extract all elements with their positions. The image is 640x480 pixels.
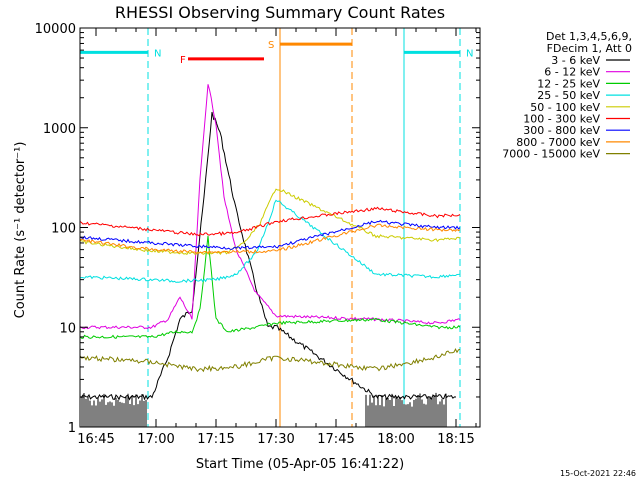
legend-header: FDecim 1, Att 0 <box>547 42 632 55</box>
x-tick-label: 17:30 <box>257 432 294 447</box>
annotation-layer: N N F S <box>80 40 473 66</box>
x-tick-label: 17:45 <box>317 432 354 447</box>
series-line <box>79 347 461 373</box>
legend-label: 3 - 6 keV <box>551 54 600 67</box>
y-axis: 1 10 100 1000 10000 <box>35 22 480 436</box>
y-tick-label: 1000 <box>43 122 76 137</box>
series-path <box>79 235 461 340</box>
series-line <box>79 235 461 340</box>
legend-label: 12 - 25 keV <box>537 77 600 90</box>
legend-label: 25 - 50 keV <box>537 89 600 102</box>
series-line <box>79 219 461 250</box>
series-layer <box>79 84 461 427</box>
series-line <box>79 188 461 256</box>
x-tick-label: 17:00 <box>137 432 174 447</box>
series-path <box>79 347 461 373</box>
legend-label: 6 - 12 keV <box>544 66 600 79</box>
y-tick-label: 10 <box>59 321 76 336</box>
timestamp: 15-Oct-2021 22:46 <box>560 469 636 478</box>
x-tick-label: 16:45 <box>77 432 114 447</box>
y-tick-label: 10000 <box>35 22 76 37</box>
annotation-label: N <box>466 48 473 59</box>
annotation-label: F <box>180 55 186 66</box>
low-count-noise <box>81 392 447 427</box>
x-axis-label: Start Time (05-Apr-05 16:41:22) <box>196 457 404 472</box>
legend-label: 800 - 7000 keV <box>516 136 600 149</box>
series-line <box>79 206 461 237</box>
chart-title: RHESSI Observing Summary Count Rates <box>115 3 445 22</box>
x-tick-label: 17:15 <box>197 432 234 447</box>
y-axis-label: Count Rate (s⁻¹ detector⁻¹) <box>13 142 28 319</box>
legend: Det 1,3,4,5,6,9,FDecim 1, Att 03 - 6 keV… <box>502 30 632 161</box>
y-tick-label: 1 <box>68 421 76 436</box>
series-path <box>79 199 461 284</box>
legend-label: 7000 - 15000 keV <box>502 148 600 161</box>
legend-header: Det 1,3,4,5,6,9, <box>546 30 632 43</box>
series-path <box>79 219 461 250</box>
x-tick-label: 18:15 <box>437 432 474 447</box>
legend-label: 50 - 100 keV <box>530 101 600 114</box>
y-tick-label: 100 <box>51 222 76 237</box>
x-axis: 16:45 17:00 17:15 17:30 17:45 18:00 18:15 <box>77 28 477 447</box>
x-tick-label: 18:00 <box>377 432 414 447</box>
annotation-label: N <box>154 48 161 59</box>
series-path <box>79 223 461 254</box>
legend-label: 100 - 300 keV <box>523 113 600 126</box>
series-path <box>79 188 461 256</box>
annotation-label: S <box>268 40 274 51</box>
legend-label: 300 - 800 keV <box>523 124 600 137</box>
series-line <box>79 199 461 284</box>
series-line <box>79 223 461 254</box>
series-path <box>79 206 461 237</box>
